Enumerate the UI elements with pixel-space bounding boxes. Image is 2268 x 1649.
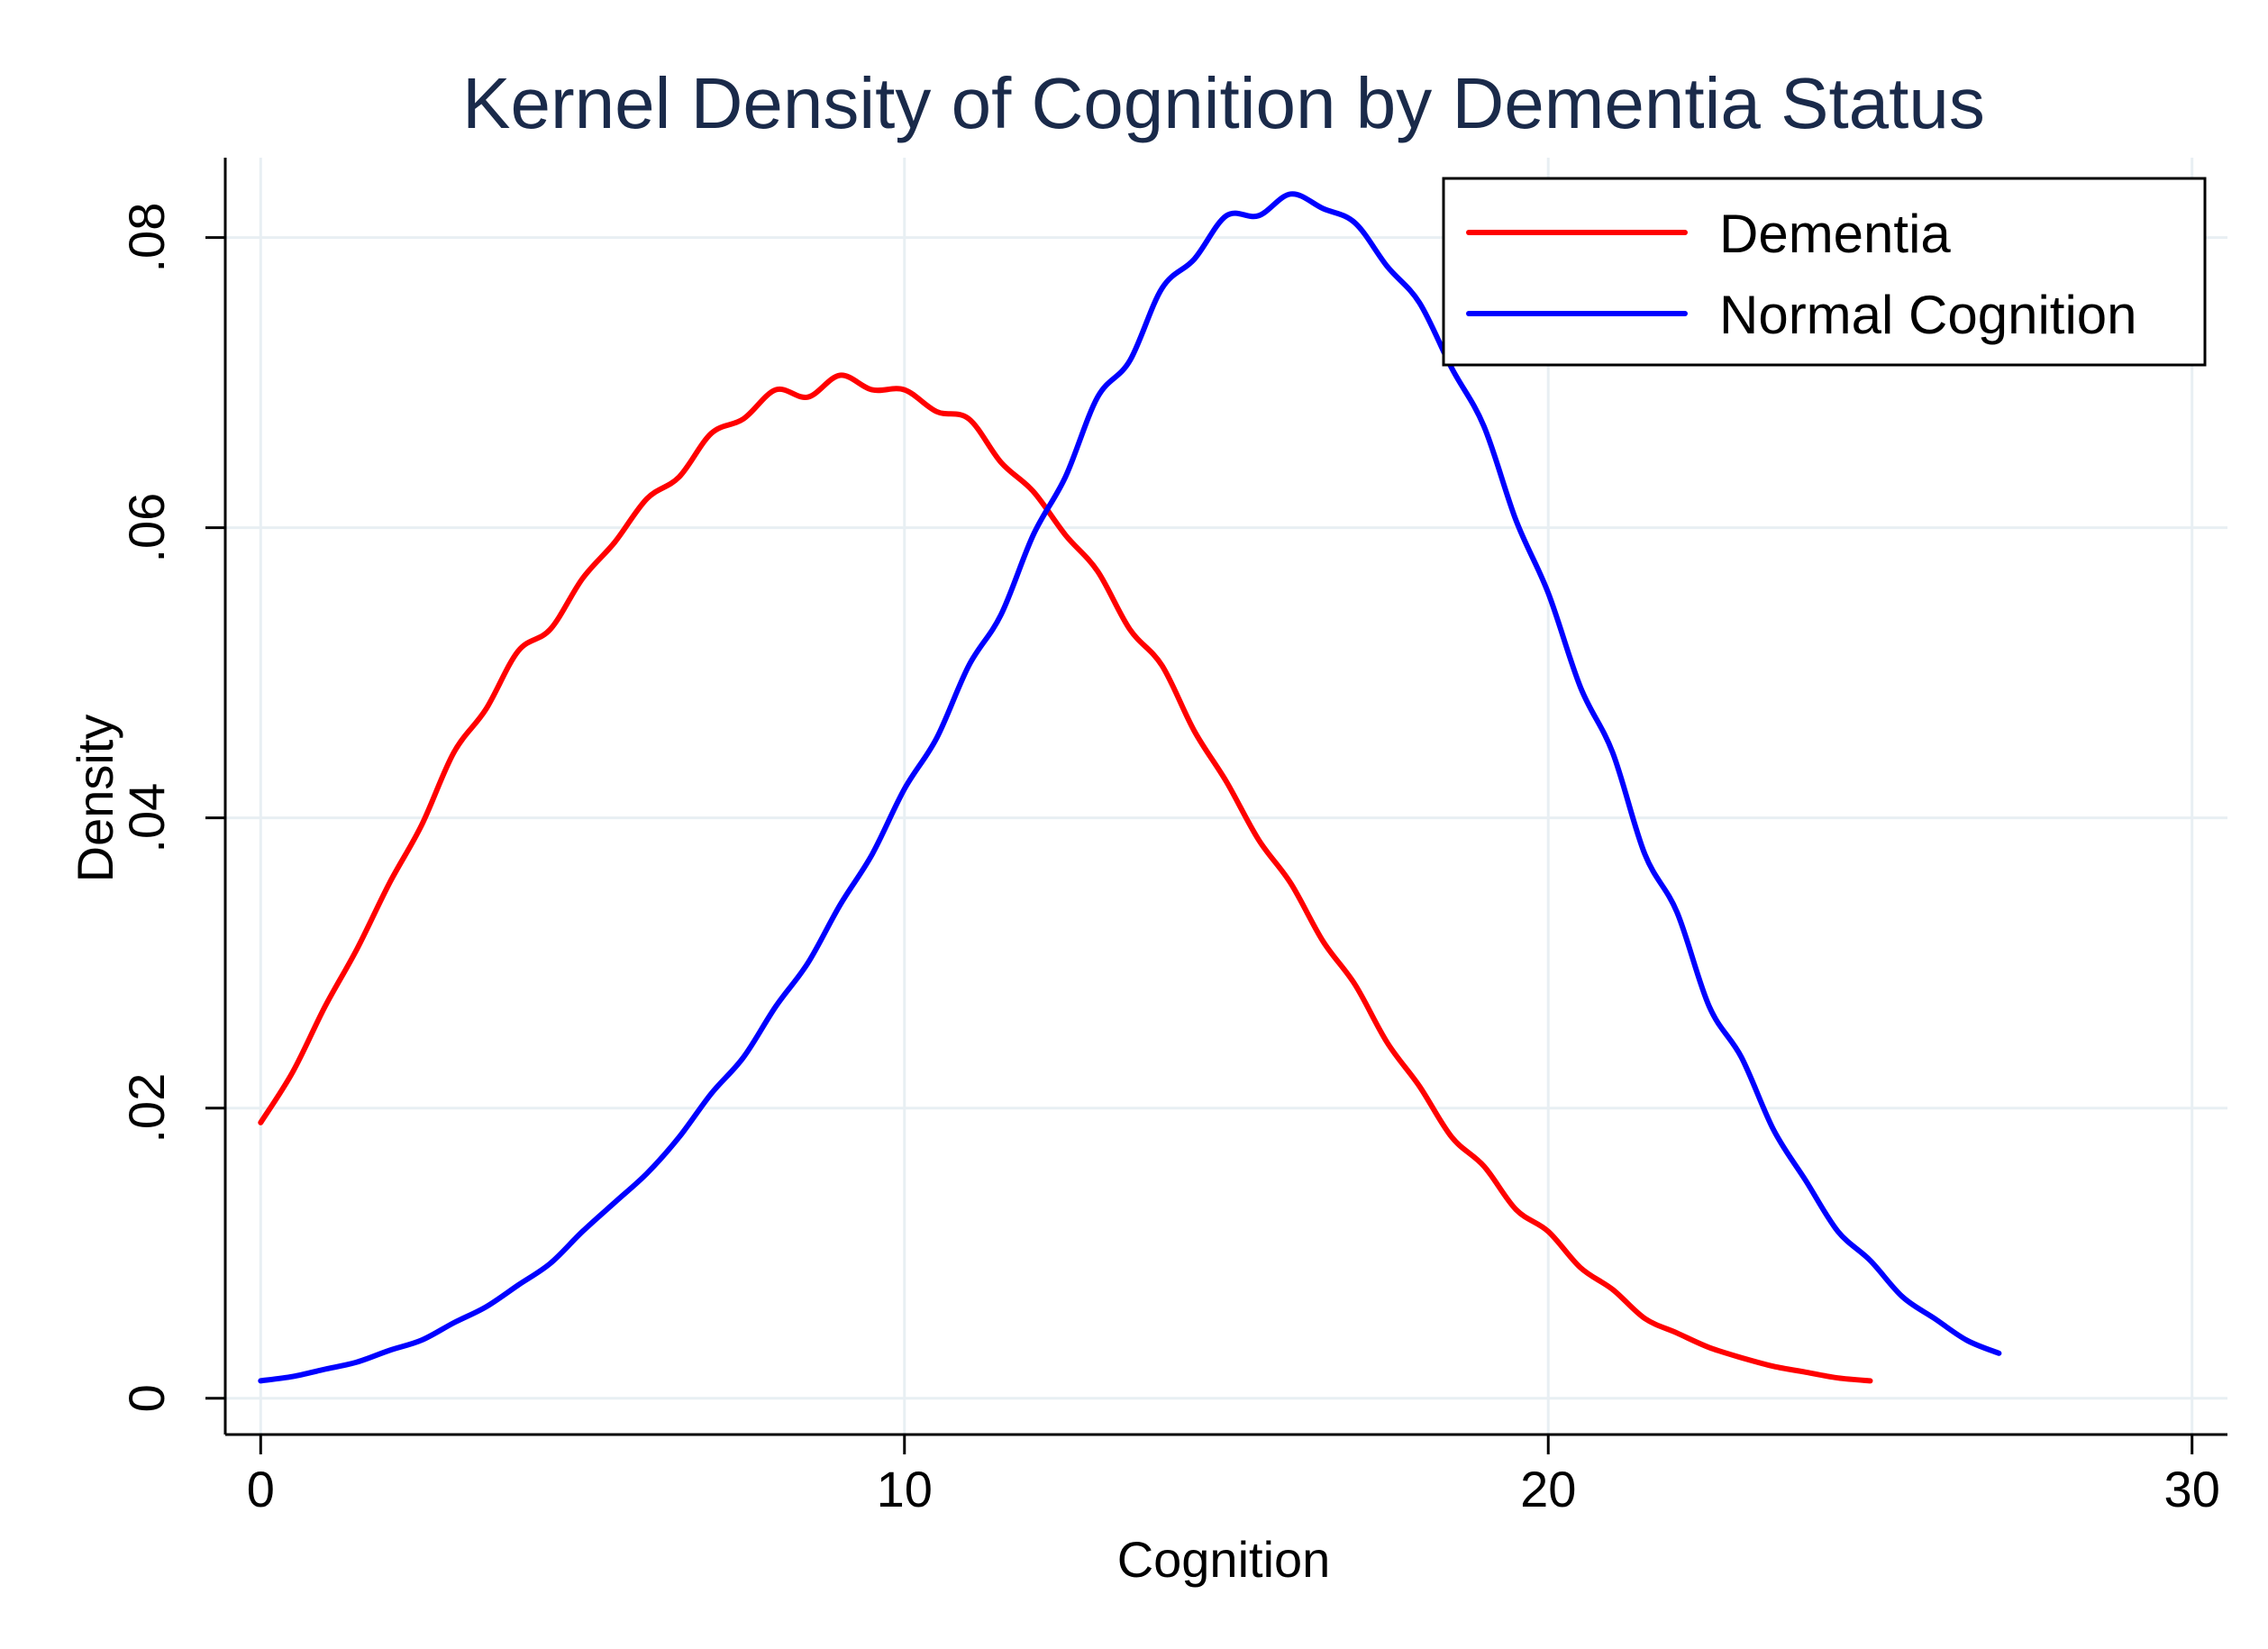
legend-label-normal-cognition: Normal Cognition (1719, 285, 2137, 345)
x-tick-label: 0 (247, 1461, 275, 1517)
chart-title: Kernel Density of Cognition by Dementia … (462, 63, 1985, 143)
y-tick-label: .08 (118, 203, 175, 273)
series-line-dementia (258, 372, 1873, 1384)
legend-box (1442, 177, 2207, 367)
legend-label-dementia: Dementia (1719, 204, 1951, 264)
series-lines (258, 191, 2002, 1384)
y-tick-label: 0 (118, 1384, 175, 1412)
y-tick-label: .04 (118, 783, 175, 853)
series-line-normal-cognition (258, 191, 2002, 1384)
gridlines (225, 158, 2227, 1435)
legend: Dementia Normal Cognition (1442, 177, 2207, 367)
y-tick-label: .02 (118, 1073, 175, 1143)
x-axis-label: Cognition (1117, 1531, 1331, 1588)
x-tick-label: 10 (877, 1461, 933, 1517)
x-tick-label: 30 (2164, 1461, 2220, 1517)
y-tick-label: .06 (118, 493, 175, 563)
y-axis-label: Density (67, 715, 123, 883)
axes (223, 158, 2227, 1436)
ticks: 0 .02 .04 .06 .08 0 10 20 30 (118, 203, 2220, 1517)
x-tick-label: 20 (1520, 1461, 1576, 1517)
